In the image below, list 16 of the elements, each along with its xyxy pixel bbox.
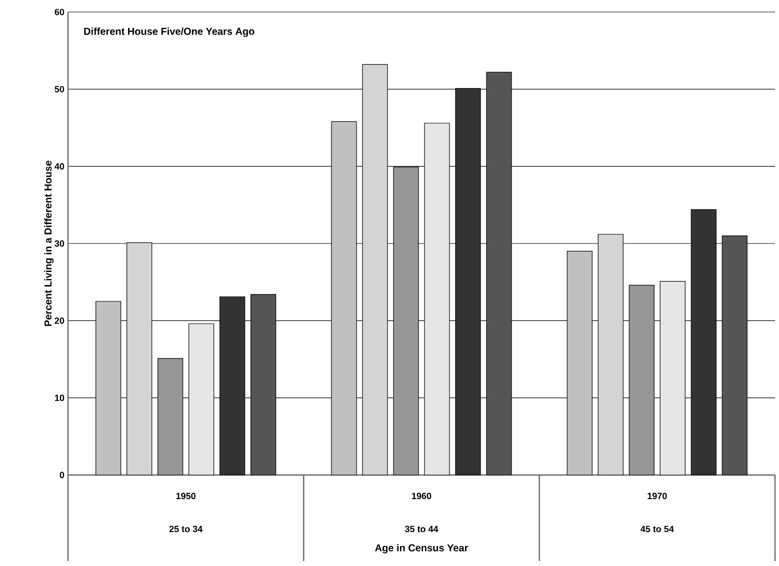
text: 35 to 44: [404, 526, 438, 532]
x-axis-title: Age in Census Year: [375, 544, 468, 554]
x-tick-label: 1950: [176, 492, 196, 500]
y-tick-label: 50: [54, 86, 64, 92]
y-tick-label: 60: [54, 8, 64, 16]
y-tick-label: 10: [55, 394, 64, 402]
y-axis-title: Percent Living in a Different House: [44, 160, 54, 326]
y-tick-label: 40: [54, 163, 64, 170]
text: Different House Five/One Years Ago: [84, 28, 254, 37]
y-tick-label: 30: [54, 240, 64, 247]
x-tick-label: 1970: [648, 492, 667, 500]
y-tick-label: 20: [54, 317, 64, 324]
text: 45 to 54: [640, 526, 674, 532]
text: 25 to 34: [169, 526, 203, 532]
y-tick-label: 0: [60, 472, 64, 478]
x-tick-label: 1960: [412, 492, 432, 500]
